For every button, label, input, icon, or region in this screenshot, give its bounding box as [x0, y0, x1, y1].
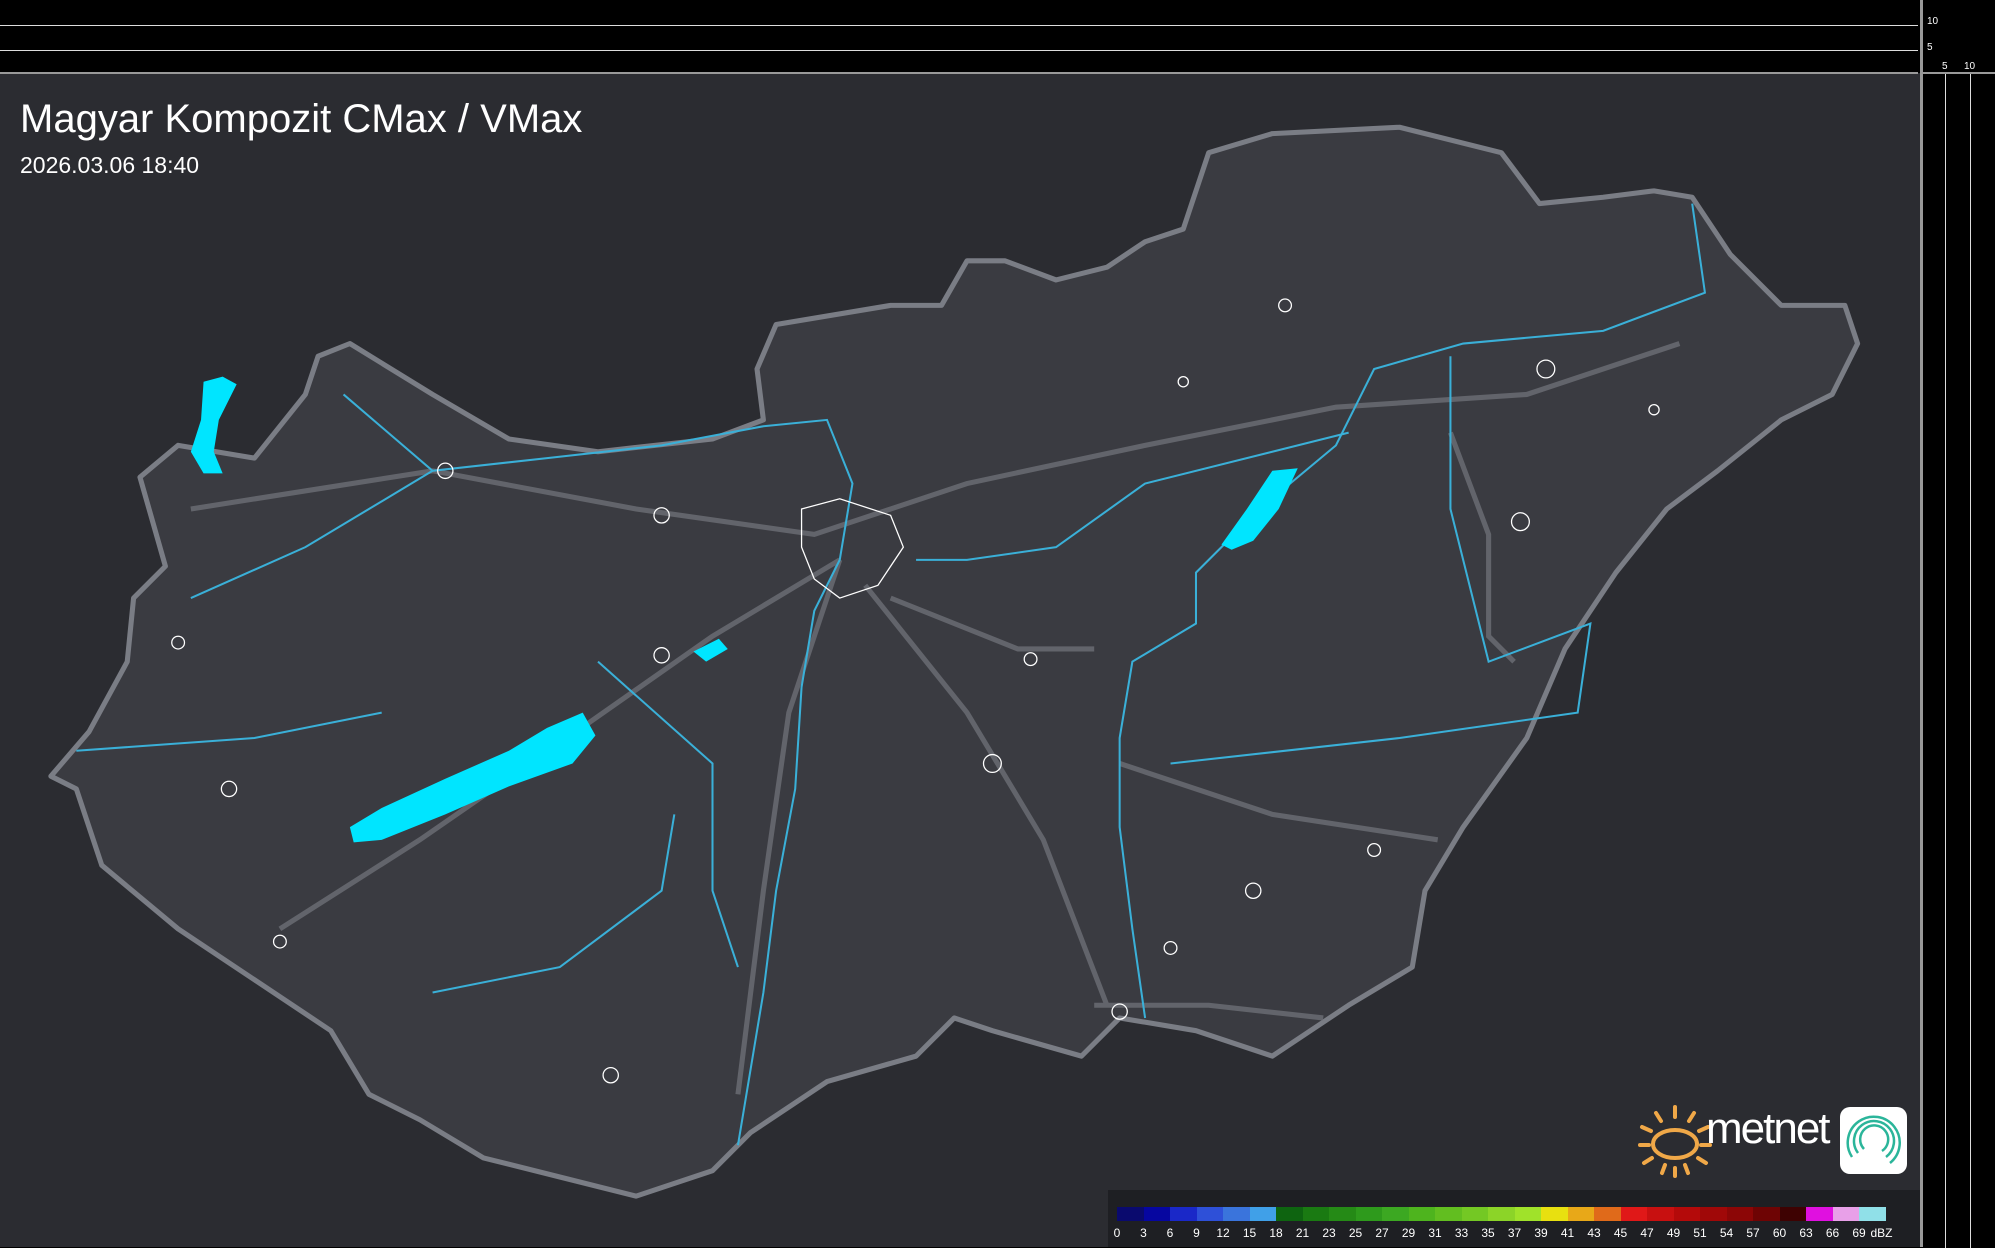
y-gridline-5	[0, 50, 1918, 51]
legend-label: 33	[1454, 1226, 1469, 1240]
legend-swatch	[1647, 1207, 1674, 1221]
legend-swatch	[1488, 1207, 1515, 1221]
legend-label: 69	[1852, 1226, 1866, 1240]
legend-label: 49	[1666, 1226, 1681, 1240]
x-gridline-5	[1945, 74, 1946, 1248]
lake-tisza	[1221, 468, 1298, 550]
legend-label: 35	[1481, 1226, 1495, 1240]
budapest	[800, 498, 905, 599]
y-tick-5: 5	[1927, 42, 1933, 53]
legend-label: 25	[1348, 1226, 1363, 1240]
legend-swatch	[1620, 1207, 1647, 1221]
legend-label: 31	[1428, 1226, 1442, 1240]
lake-neusiedl	[190, 376, 237, 474]
legend-swatch	[1143, 1207, 1170, 1221]
legend-label: 3	[1140, 1226, 1147, 1240]
legend-swatch	[1753, 1207, 1780, 1221]
legend-swatch	[1223, 1207, 1250, 1221]
lake-velence	[693, 638, 728, 662]
legend-swatch	[1117, 1207, 1144, 1221]
legend-label: 0	[1113, 1226, 1121, 1240]
legend-swatch	[1196, 1207, 1223, 1221]
legend-swatch	[1514, 1207, 1541, 1221]
right-axis-band: 10 5 5 10	[1920, 0, 1995, 1248]
legend-swatch	[1170, 1207, 1197, 1221]
legend-label: 15	[1242, 1226, 1257, 1240]
legend-label: 23	[1322, 1226, 1336, 1240]
legend-swatch	[1382, 1207, 1409, 1221]
legend-label: 66	[1825, 1226, 1840, 1240]
legend-swatch	[1673, 1207, 1700, 1221]
map-title: Magyar Kompozit CMax / VMax	[20, 97, 583, 141]
metnet-sun-logo-icon	[1638, 1105, 1712, 1178]
legend-swatch	[1832, 1207, 1859, 1221]
color-scale	[1117, 1207, 1886, 1221]
x-tick-5: 5	[1942, 61, 1948, 72]
legend-swatch	[1567, 1207, 1594, 1221]
legend-swatch	[1594, 1207, 1621, 1221]
legend-label: 21	[1295, 1226, 1310, 1240]
legend-label: 47	[1640, 1226, 1654, 1240]
legend-label: 12	[1216, 1226, 1230, 1240]
legend-swatch	[1779, 1207, 1806, 1221]
legend-label: 54	[1719, 1226, 1734, 1240]
river-danube	[342, 393, 854, 1146]
legend-label: 41	[1560, 1226, 1575, 1240]
legend-label: 37	[1507, 1226, 1522, 1240]
dbz-color-legend: 0 3 6 9 12 15 18 21 23 25 27 29 31 33 35 37 39 41 43 45 47 49…	[1108, 1190, 1920, 1247]
legend-swatch	[1700, 1207, 1727, 1221]
timestamp: 2026.03.06 18:40	[20, 152, 200, 178]
legend-swatch	[1806, 1207, 1833, 1221]
lake-balaton	[349, 712, 596, 843]
x-tick-10: 10	[1964, 61, 1976, 72]
y-tick-10: 10	[1927, 16, 1939, 27]
legend-unit: dBZ	[1870, 1226, 1893, 1240]
legend-label: 60	[1772, 1226, 1787, 1240]
lakes	[190, 376, 1298, 843]
legend-label: 43	[1587, 1226, 1601, 1240]
legend-label: 63	[1799, 1226, 1813, 1240]
legend-swatch	[1408, 1207, 1435, 1221]
x-gridline-10	[1970, 74, 1971, 1248]
legend-label: 9	[1193, 1226, 1200, 1240]
legend-swatch	[1726, 1207, 1753, 1221]
legend-swatch	[1435, 1207, 1462, 1221]
legend-swatch	[1302, 1207, 1329, 1221]
legend-swatch	[1249, 1207, 1276, 1221]
top-axis-band	[0, 0, 1920, 73]
metnet-logo-text: metnet	[1706, 1104, 1831, 1153]
legend-swatch	[1859, 1207, 1886, 1221]
legend-label: 39	[1534, 1226, 1548, 1240]
color-scale-labels: 0 3 6 9 12 15 18 21 23 25 27 29 31 33 35 37 39 41 43 45 47 49…	[1108, 1226, 1920, 1242]
top-axis-border	[0, 72, 1918, 74]
legend-label: 29	[1401, 1226, 1416, 1240]
legend-label: 18	[1269, 1226, 1283, 1240]
legend-swatch	[1541, 1207, 1568, 1221]
legend-swatch	[1461, 1207, 1488, 1221]
legend-swatch	[1276, 1207, 1303, 1221]
legend-swatch	[1329, 1207, 1356, 1221]
legend-label: 45	[1613, 1226, 1628, 1240]
legend-label: 6	[1166, 1226, 1174, 1240]
legend-label: 57	[1746, 1226, 1760, 1240]
country-outline	[48, 124, 1861, 1199]
legend-label: 27	[1375, 1226, 1389, 1240]
metnet-app-icon	[1840, 1107, 1907, 1174]
settlements	[171, 298, 1660, 1084]
legend-label: 51	[1693, 1226, 1707, 1240]
y-gridline-10	[0, 25, 1918, 26]
legend-swatch	[1355, 1207, 1382, 1221]
